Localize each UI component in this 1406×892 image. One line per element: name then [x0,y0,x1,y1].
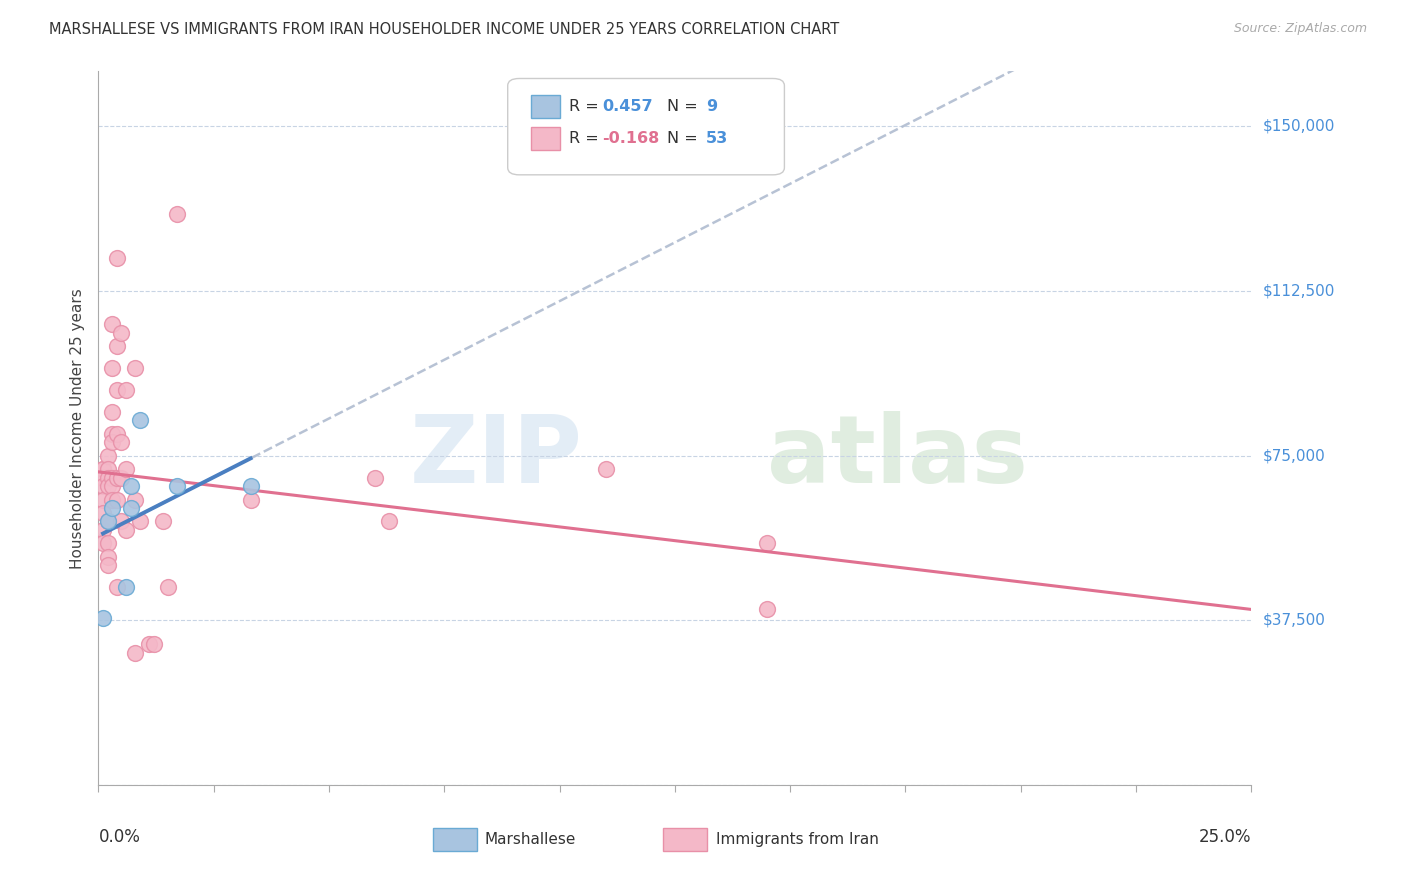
Point [91,611,114,625]
Point [105,339,128,353]
Point [101,479,124,493]
Point [91,462,114,476]
Point [166,479,188,493]
Point [115,383,138,397]
Point [101,501,124,516]
Point [115,462,138,476]
Point [110,515,132,529]
Text: 25.0%: 25.0% [1199,828,1251,846]
Point [97,515,120,529]
Text: N =: N = [666,99,703,114]
Point [142,637,165,651]
Point [138,637,160,651]
Point [91,479,114,493]
Point [124,646,146,660]
FancyBboxPatch shape [531,95,560,118]
Text: MARSHALLESE VS IMMIGRANTS FROM IRAN HOUSEHOLDER INCOME UNDER 25 YEARS CORRELATIO: MARSHALLESE VS IMMIGRANTS FROM IRAN HOUS… [49,22,839,37]
Point [378,515,401,529]
Text: R =: R = [569,99,603,114]
Point [97,558,120,573]
Point [129,413,152,427]
Text: $150,000: $150,000 [1263,119,1334,134]
Y-axis label: Householder Income Under 25 years: Householder Income Under 25 years [70,288,86,568]
Point [152,515,174,529]
Point [124,360,146,375]
Text: ZIP: ZIP [409,410,582,503]
Point [101,426,124,441]
Point [101,470,124,484]
Point [115,580,138,594]
Text: 9: 9 [706,99,717,114]
Point [166,207,188,221]
FancyBboxPatch shape [508,78,785,175]
Point [595,462,617,476]
Point [110,435,132,450]
Text: -0.168: -0.168 [602,131,659,146]
Point [97,470,120,484]
Point [124,492,146,507]
Point [115,523,138,537]
Text: Immigrants from Iran: Immigrants from Iran [717,832,879,847]
Point [91,470,114,484]
FancyBboxPatch shape [531,127,560,150]
FancyBboxPatch shape [433,829,477,851]
Point [91,506,114,520]
Point [239,492,262,507]
Point [97,515,120,529]
Text: $75,000: $75,000 [1263,448,1326,463]
Point [120,501,142,516]
Point [97,479,120,493]
Text: 0.0%: 0.0% [98,828,141,846]
Text: atlas: atlas [768,410,1028,503]
Text: N =: N = [666,131,703,146]
Point [120,479,142,493]
Point [129,515,152,529]
Point [91,462,114,476]
Point [105,492,128,507]
Point [97,462,120,476]
Text: R =: R = [569,131,603,146]
Point [101,317,124,331]
Point [105,580,128,594]
Point [156,580,179,594]
Point [101,405,124,419]
Point [97,549,120,564]
Point [756,536,779,550]
Text: 53: 53 [706,131,728,146]
Point [101,492,124,507]
Text: $112,500: $112,500 [1263,284,1334,299]
Point [110,470,132,484]
Point [105,470,128,484]
Point [105,251,128,265]
Point [101,435,124,450]
FancyBboxPatch shape [664,829,707,851]
Point [239,479,262,493]
Point [97,449,120,463]
Point [110,326,132,340]
Text: $37,500: $37,500 [1263,613,1326,628]
Point [91,536,114,550]
Point [105,383,128,397]
Point [91,492,114,507]
Point [756,602,779,616]
Text: 0.457: 0.457 [602,99,652,114]
Point [105,426,128,441]
Point [101,360,124,375]
Point [364,470,387,484]
Point [91,523,114,537]
Text: Marshallese: Marshallese [485,832,576,847]
Text: Source: ZipAtlas.com: Source: ZipAtlas.com [1233,22,1367,36]
Point [97,536,120,550]
